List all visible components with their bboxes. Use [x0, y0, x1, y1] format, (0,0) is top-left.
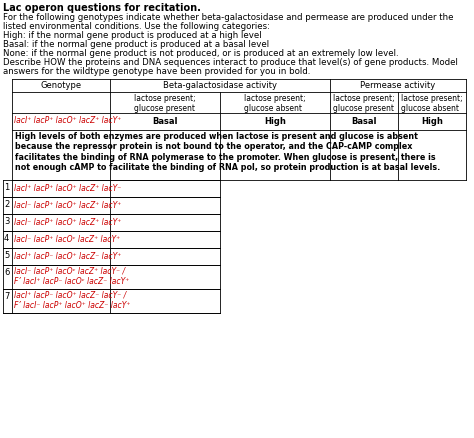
Text: For the following genotypes indicate whether beta-galactosidase and permease are: For the following genotypes indicate whe… — [3, 13, 454, 22]
Text: High: if the normal gene product is produced at a high level: High: if the normal gene product is prod… — [3, 31, 262, 40]
Text: 4: 4 — [4, 234, 9, 243]
Text: answers for the wildtype genotype have been provided for you in bold.: answers for the wildtype genotype have b… — [3, 67, 310, 76]
Text: 2: 2 — [4, 200, 9, 209]
Text: High levels of both enzymes are produced when lactose is present and glucose is : High levels of both enzymes are produced… — [15, 132, 440, 172]
Text: lactose present;
glucose absent: lactose present; glucose absent — [244, 94, 306, 113]
Text: 1: 1 — [4, 183, 9, 192]
Text: lacI⁻ lacP⁺ lacOᶜ lacZ⁺ lacY⁻ /: lacI⁻ lacP⁺ lacOᶜ lacZ⁺ lacY⁻ / — [14, 267, 125, 276]
Text: Basal: if the normal gene product is produced at a basal level: Basal: if the normal gene product is pro… — [3, 40, 269, 49]
Text: F’ lacI⁻ lacP⁺ lacO⁺ lacZ⁻ lacY⁺: F’ lacI⁻ lacP⁺ lacO⁺ lacZ⁻ lacY⁺ — [14, 301, 130, 310]
Text: lactose present;
glucose present: lactose present; glucose present — [134, 94, 196, 113]
Text: 3: 3 — [4, 217, 9, 226]
Text: lacI⁻ lacP⁺ lacO⁺ lacZ⁺ lacY⁺: lacI⁻ lacP⁺ lacO⁺ lacZ⁺ lacY⁺ — [14, 201, 121, 210]
Text: Lac operon questions for recitation.: Lac operon questions for recitation. — [3, 3, 201, 13]
Text: 6: 6 — [4, 268, 9, 277]
Text: None: if the normal gene product is not produced, or is produced at an extremely: None: if the normal gene product is not … — [3, 49, 399, 58]
Text: listed environmental conditions. Use the following categories:: listed environmental conditions. Use the… — [3, 22, 270, 31]
Text: lactose present;
glucose absent: lactose present; glucose absent — [401, 94, 463, 113]
Text: lactose present;
glucose present: lactose present; glucose present — [333, 94, 395, 113]
Text: High: High — [264, 117, 286, 126]
Text: Permease activity: Permease activity — [360, 81, 436, 90]
Text: lacI⁺ lacP⁺ lacO⁺ lacZ⁺ lacY⁻: lacI⁺ lacP⁺ lacO⁺ lacZ⁺ lacY⁻ — [14, 184, 121, 193]
Text: lacI⁻ lacP⁺ lacOᶜ lacZ⁺ lacY⁺: lacI⁻ lacP⁺ lacOᶜ lacZ⁺ lacY⁺ — [14, 235, 120, 244]
Text: 7: 7 — [4, 292, 9, 301]
Text: Basal: Basal — [351, 117, 377, 126]
Text: lacI⁺ lacP⁻ lacO⁺ lacZ⁻ lacY⁻ /: lacI⁺ lacP⁻ lacO⁺ lacZ⁻ lacY⁻ / — [14, 291, 126, 300]
Text: lacI⁻ lacP⁺ lacO⁺ lacZ⁺ lacY⁺: lacI⁻ lacP⁺ lacO⁺ lacZ⁺ lacY⁺ — [14, 218, 121, 227]
Text: Beta-galactosidase activity: Beta-galactosidase activity — [163, 81, 277, 90]
Text: Genotype: Genotype — [40, 81, 82, 90]
Text: F’ lacI⁺ lacP⁻ lacOᶜ lacZ⁻ lacY⁺: F’ lacI⁺ lacP⁻ lacOᶜ lacZ⁻ lacY⁺ — [14, 277, 129, 286]
Text: lacI⁺ lacP⁺ lacO⁺ lacZ⁺ lacY⁺: lacI⁺ lacP⁺ lacO⁺ lacZ⁺ lacY⁺ — [14, 116, 121, 125]
Text: 5: 5 — [4, 251, 9, 260]
Text: Basal: Basal — [152, 117, 178, 126]
Text: lacI⁺ lacP⁻ lacO⁺ lacZ⁻ lacY⁺: lacI⁺ lacP⁻ lacO⁺ lacZ⁻ lacY⁺ — [14, 252, 121, 261]
Text: Describe HOW the proteins and DNA sequences interact to produce that level(s) of: Describe HOW the proteins and DNA sequen… — [3, 58, 458, 67]
Text: High: High — [421, 117, 443, 126]
